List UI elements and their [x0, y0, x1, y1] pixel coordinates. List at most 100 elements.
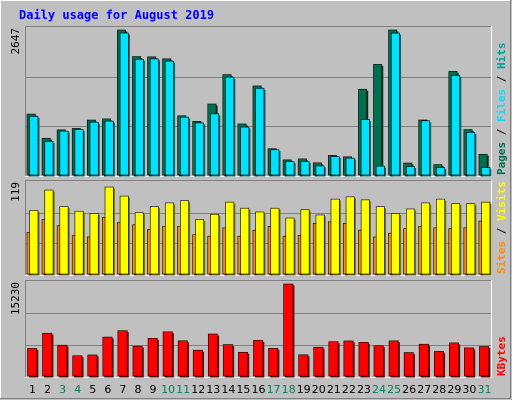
bar-files-9: [149, 58, 161, 177]
panel-hits: 2647 Pages / Files / Hits: [9, 26, 508, 177]
bar-visits-6: [104, 186, 115, 276]
bar-kbytes-25-body: [388, 340, 399, 377]
x-tick-label: 5: [89, 383, 96, 396]
bar-files-2: [44, 141, 55, 177]
bar-visits-7: [119, 195, 130, 276]
bar-visits-19-body: [300, 209, 310, 275]
bar-kbytes-21-body: [328, 341, 339, 377]
x-tick-label: 16: [252, 383, 266, 396]
legend-pages: Pages: [495, 142, 508, 175]
bar-kbytes-3-body: [57, 344, 68, 377]
bar-kbytes-7-body: [117, 330, 128, 377]
x-tick-label: 11: [176, 383, 190, 396]
panel-kbytes-max-label: 15230: [9, 282, 22, 315]
bar-kbytes-17: [268, 348, 280, 378]
bar-visits-4: [74, 210, 85, 276]
bar-visits-29-body: [451, 203, 461, 275]
bar-visits-11-body: [180, 200, 189, 275]
x-tick-label: 22: [342, 383, 356, 396]
x-tick-label: 18: [282, 383, 296, 396]
x-tick-label: 2: [44, 383, 51, 396]
x-tick-label: 14: [221, 383, 235, 396]
bar-kbytes-13-body: [207, 333, 218, 377]
bar-files-4: [74, 129, 85, 177]
bar-kbytes-23-body: [358, 341, 369, 377]
bar-kbytes-30-body: [464, 347, 475, 377]
bar-visits-11: [180, 200, 191, 276]
bar-visits-21-body: [330, 198, 340, 275]
panel-hits-max-label: 2647: [9, 28, 22, 55]
bar-files-17: [270, 149, 281, 177]
bar-files-22-body: [345, 157, 355, 176]
legend-visits: Visits: [495, 181, 508, 221]
bar-kbytes-11: [177, 340, 189, 378]
bar-kbytes-1: [27, 348, 39, 378]
x-tick-label: 7: [119, 383, 126, 396]
bar-visits-8: [134, 212, 145, 276]
x-tick-label: 17: [267, 383, 281, 396]
bar-files-10: [164, 60, 176, 177]
bar-kbytes-22: [343, 340, 355, 378]
x-tick-label: 6: [104, 383, 111, 396]
bar-files-13-body: [210, 113, 220, 176]
panel-visits-max-label: 119: [9, 182, 22, 202]
bar-kbytes-29: [449, 342, 461, 378]
bar-files-2-body: [44, 141, 54, 176]
bar-files-15-body: [240, 126, 250, 176]
bar-visits-12: [195, 219, 206, 276]
bar-visits-23: [360, 199, 371, 276]
bar-visits-24: [375, 206, 386, 276]
bar-kbytes-11-body: [177, 340, 188, 377]
bar-files-17-body: [270, 149, 280, 176]
bar-files-11: [180, 116, 191, 177]
bar-files-10-body: [164, 60, 174, 176]
bar-files-28: [436, 167, 447, 177]
bar-visits-25-body: [390, 213, 400, 275]
bar-kbytes-1-body: [27, 348, 38, 377]
bar-files-4-body: [74, 129, 84, 176]
bar-visits-28-body: [436, 198, 446, 275]
x-tick-label: 21: [327, 383, 341, 396]
bar-kbytes-15: [238, 351, 250, 378]
bar-visits-3-body: [59, 206, 69, 275]
x-tick-label: 1: [29, 383, 36, 396]
bar-files-12: [195, 122, 206, 177]
bar-visits-27-body: [421, 202, 430, 275]
bar-kbytes-26: [403, 352, 415, 378]
x-tick-label: 12: [191, 383, 205, 396]
bar-visits-18: [285, 217, 296, 276]
bar-visits-26: [406, 208, 417, 276]
bar-files-24-body: [375, 165, 385, 176]
bar-kbytes-24-body: [373, 345, 384, 377]
bar-visits-10: [164, 202, 176, 276]
bar-visits-13-body: [210, 213, 220, 275]
legend-separator: /: [495, 221, 508, 241]
bar-files-21-body: [330, 156, 340, 176]
bar-visits-17: [270, 207, 281, 276]
bar-files-6-body: [104, 120, 114, 176]
bar-kbytes-31: [479, 346, 491, 378]
bar-files-18-body: [285, 161, 295, 176]
chart-title: Daily usage for August 2019: [19, 8, 214, 22]
bar-visits-1-body: [29, 210, 39, 275]
legend-separator: /: [495, 122, 508, 142]
x-tick-label: 25: [387, 383, 401, 396]
bar-files-18: [285, 161, 296, 177]
bar-files-16: [255, 87, 266, 177]
x-tick-label: 4: [74, 383, 81, 396]
bar-files-30: [466, 132, 477, 177]
bar-visits-31-body: [481, 201, 491, 275]
panel-kbytes: 15230 KBytes: [9, 280, 508, 378]
bar-visits-6-body: [104, 186, 114, 275]
bar-kbytes-2: [42, 332, 54, 378]
bar-files-3: [59, 130, 70, 177]
bar-kbytes-19: [298, 354, 310, 378]
bar-kbytes-17-body: [268, 348, 279, 377]
bar-kbytes-8: [132, 345, 144, 378]
x-tick-label: 3: [59, 383, 66, 396]
bar-kbytes-30: [464, 347, 476, 378]
bar-files-13: [210, 113, 221, 177]
bar-kbytes-8-body: [132, 345, 143, 377]
bar-files-28-body: [436, 167, 446, 176]
